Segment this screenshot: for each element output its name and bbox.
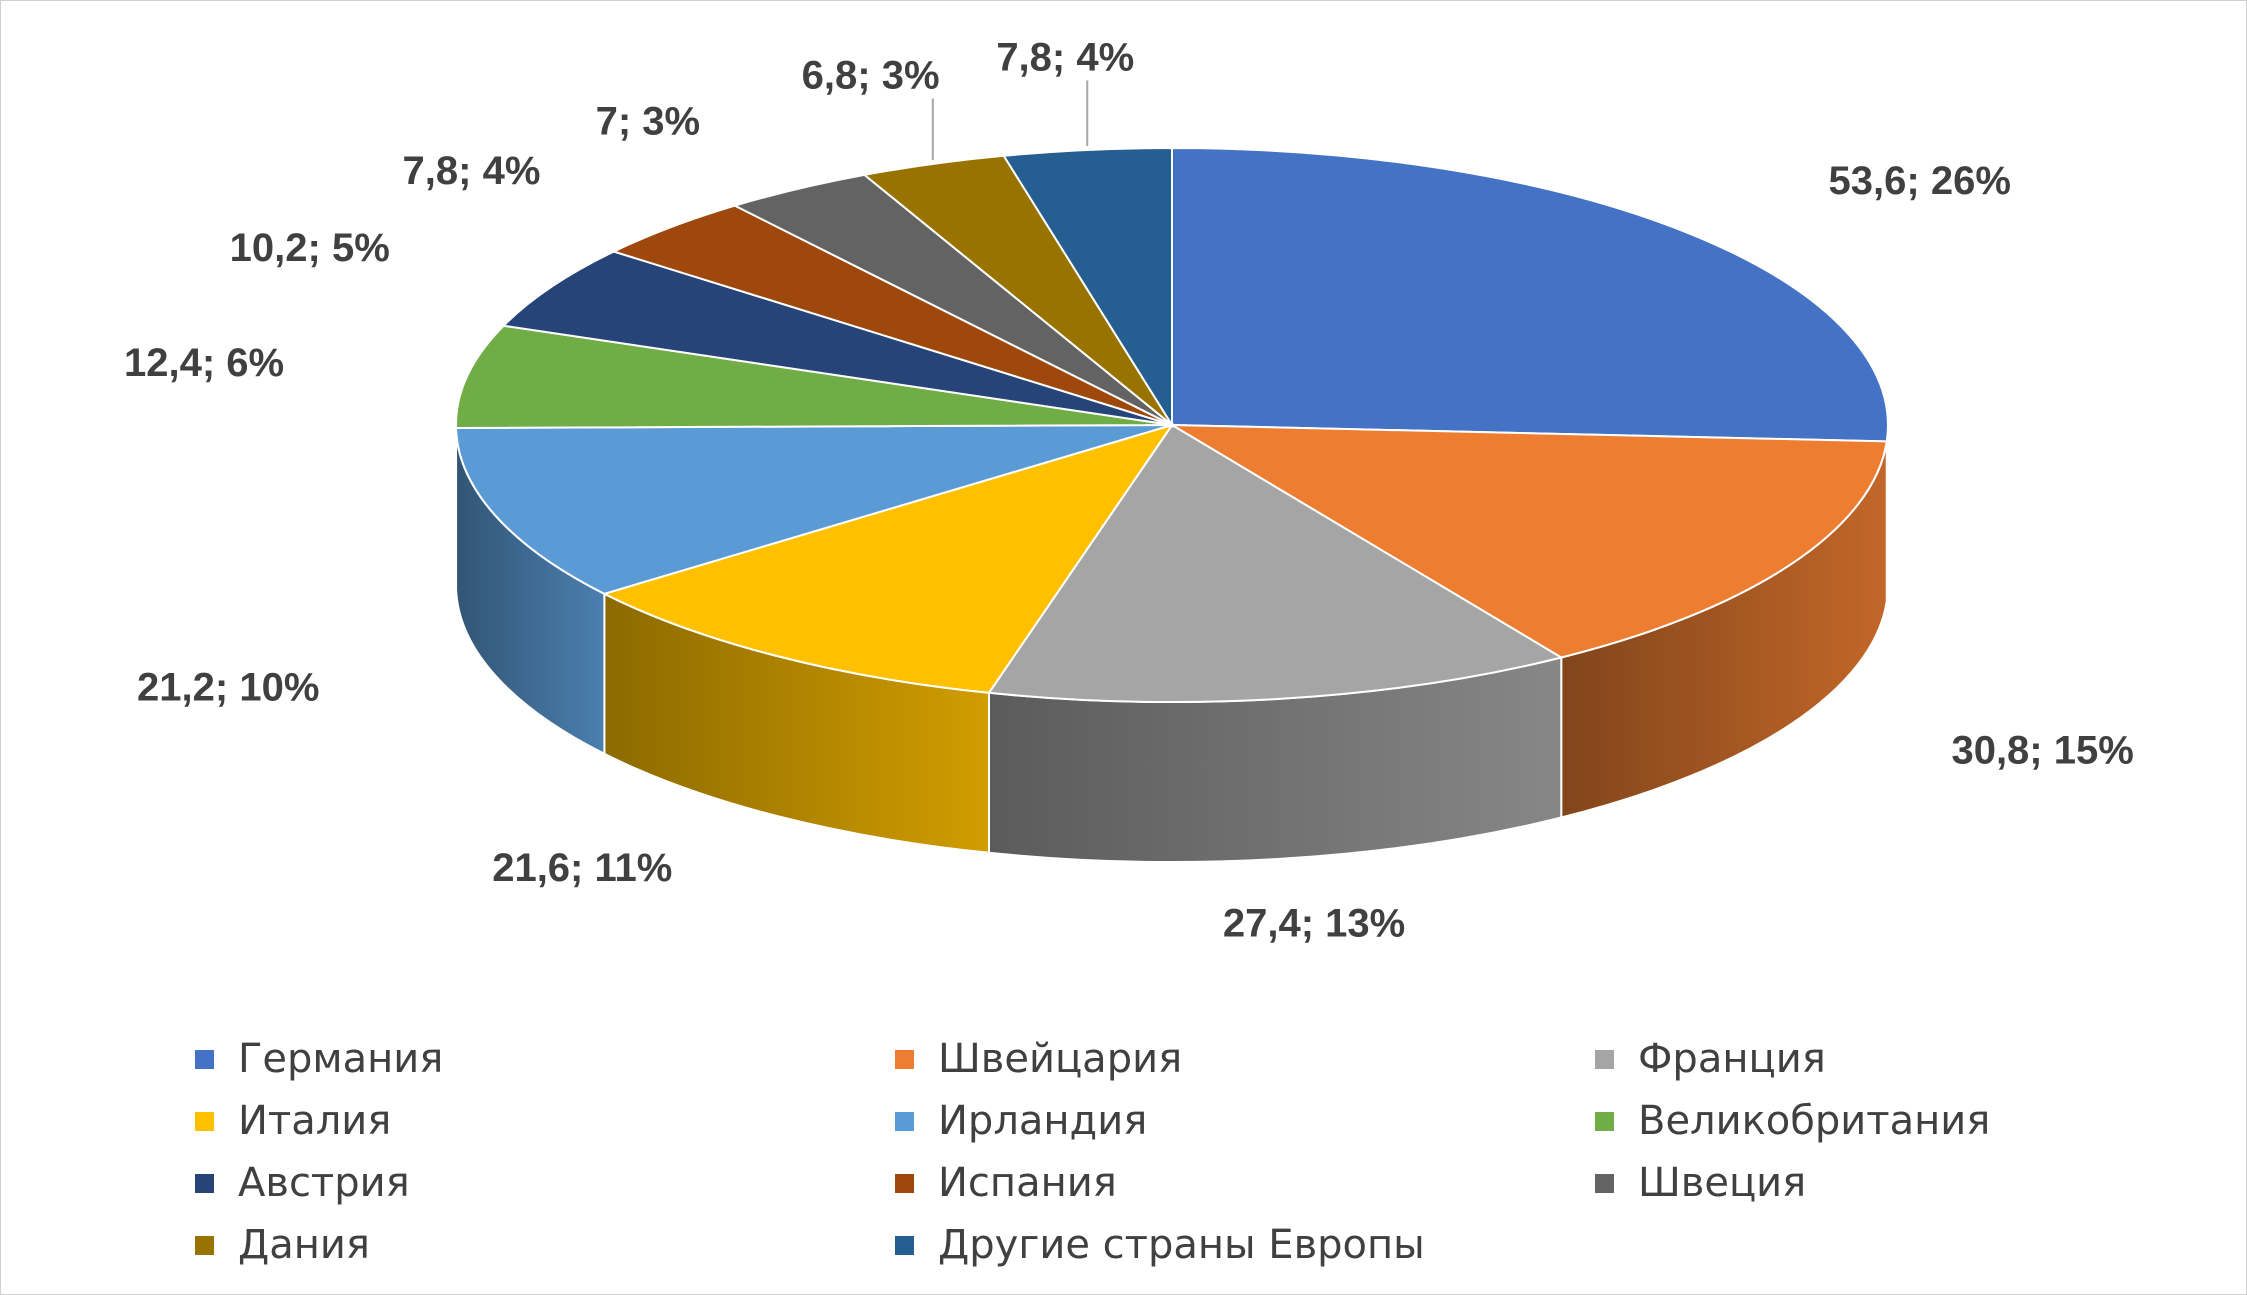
legend-item-10: Дания (195, 1221, 895, 1269)
legend-label-5: Ирландия (938, 1098, 1148, 1144)
slice-5 (455, 424, 1173, 595)
data-label-5: 21,2; 10% (137, 666, 319, 710)
data-label-11: 7,8; 4% (996, 35, 1134, 79)
legend-label-4: Италия (238, 1098, 392, 1144)
data-label-7: 10,2; 5% (230, 226, 390, 270)
legend-swatch-7 (195, 1173, 214, 1193)
data-label-1: 53,6; 26% (1829, 159, 2011, 203)
legend-item-9: Швеция (1595, 1159, 2095, 1207)
slice-6 (455, 324, 1173, 429)
slice-11 (1002, 146, 1173, 429)
legend-label-10: Дания (238, 1222, 370, 1268)
legend-item-1: Германия (195, 1035, 895, 1083)
data-label-10: 6,8; 3% (802, 53, 940, 97)
legend-swatch-2 (895, 1049, 914, 1069)
legend-swatch-5 (895, 1111, 914, 1131)
pie-sides (455, 424, 1889, 863)
leader-lines (931, 80, 1089, 160)
data-label-4: 21,6; 11% (492, 846, 672, 890)
legend-label-9: Швеция (1638, 1160, 1807, 1206)
legend-item-3: Франция (1595, 1035, 2095, 1083)
legend-item-11: Другие страны Европы (895, 1221, 1595, 1269)
legend-swatch-6 (1595, 1111, 1614, 1131)
legend-swatch-9 (1595, 1173, 1614, 1193)
slice-2 (1168, 423, 1888, 659)
legend-swatch-1 (195, 1049, 214, 1069)
legend-label-1: Германия (238, 1036, 444, 1082)
legend-swatch-4 (195, 1111, 214, 1131)
legend-item-5: Ирландия (895, 1097, 1595, 1145)
data-label-9: 7; 3% (596, 100, 701, 144)
legend-item-4: Италия (195, 1097, 895, 1145)
legend: Германия Швейцария Франция Италия Ирландия Ве… (195, 1035, 2095, 1269)
pie-slices (455, 146, 1889, 703)
legend-swatch-8 (895, 1173, 914, 1193)
legend-item-7: Австрия (195, 1159, 895, 1207)
legend-item-6: Великобритания (1595, 1097, 2095, 1145)
legend-label-7: Австрия (238, 1160, 410, 1206)
legend-label-2: Швейцария (938, 1036, 1183, 1082)
legend-item-2: Швейцария (895, 1035, 1595, 1083)
data-label-6: 12,4; 6% (124, 341, 284, 385)
legend-swatch-3 (1595, 1049, 1614, 1069)
slice-4 (601, 423, 1175, 694)
legend-label-11: Другие страны Европы (938, 1222, 1425, 1268)
slice-1 (1171, 146, 1889, 443)
legend-label-6: Великобритания (1638, 1098, 1991, 1144)
data-label-8: 7,8; 4% (403, 149, 541, 193)
data-label-3: 27,4; 13% (1223, 901, 1405, 945)
legend-swatch-11 (895, 1235, 914, 1255)
legend-label-8: Испания (938, 1160, 1117, 1206)
data-label-2: 30,8; 15% (1951, 729, 2133, 773)
data-labels: 53,6; 26% 30,8; 15% 27,4; 13% 21,6; 11% 21,2… (124, 35, 2134, 945)
slice-7 (501, 250, 1173, 426)
legend-swatch-10 (195, 1235, 214, 1255)
legend-label-3: Франция (1638, 1036, 1826, 1082)
legend-item-8: Испания (895, 1159, 1595, 1207)
slice-3 (987, 423, 1564, 703)
